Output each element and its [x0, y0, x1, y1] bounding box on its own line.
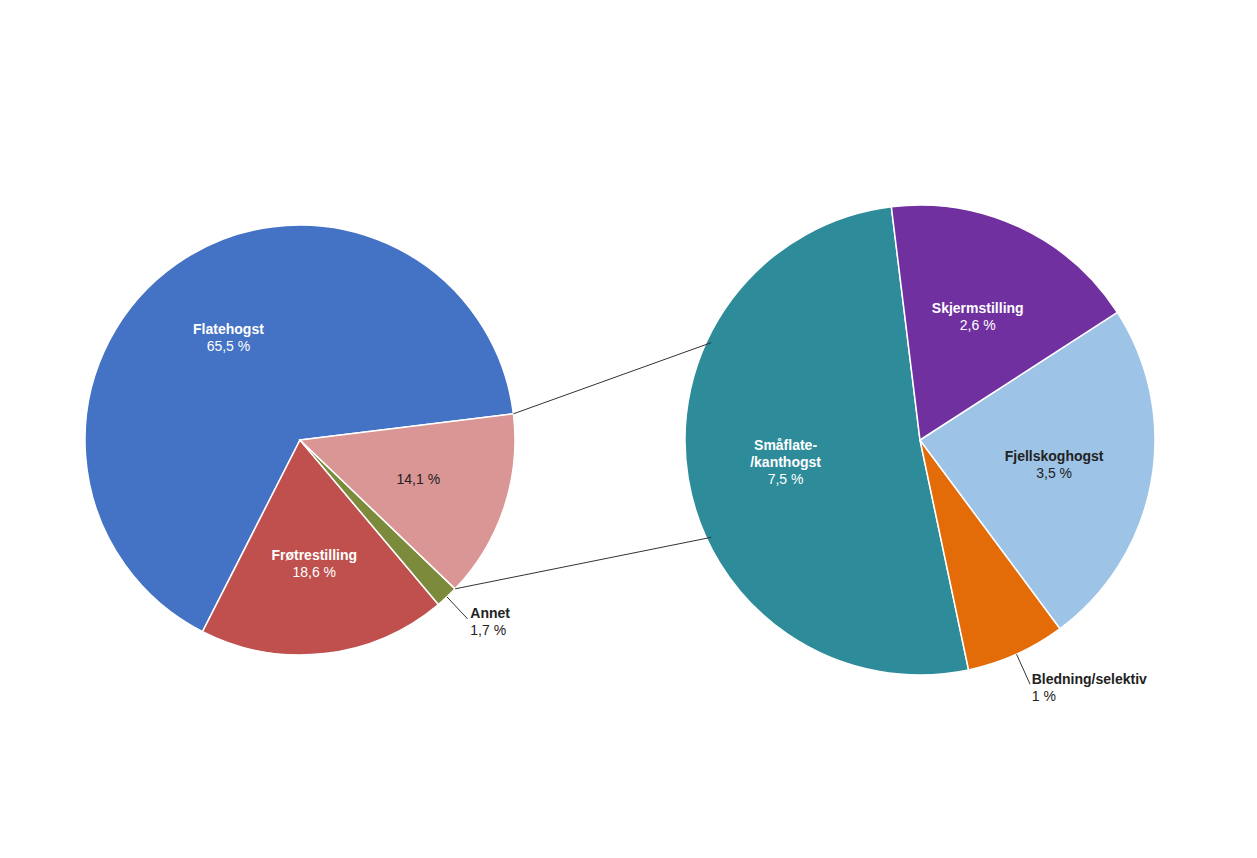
connectors: [455, 343, 711, 589]
slices: [85, 225, 515, 655]
category-label: Bledning/selektiv: [1032, 671, 1147, 687]
value-label: 14,1 %: [397, 471, 441, 487]
value-label: 1 %: [1032, 688, 1056, 704]
value-label: 65,5 %: [207, 338, 251, 354]
data-label: Bledning/selektiv1 %: [1032, 671, 1147, 704]
pie-slice: [891, 205, 1117, 440]
category-label: Småflate-: [754, 437, 817, 453]
data-labels: Flatehogst65,5 % Frøtrestilling18,6 % Anne…: [193, 321, 510, 638]
pie: Småflate-/kanthogst7,5 % Bledning/selekti…: [685, 205, 1155, 704]
data-label: Fjellskoghogst3,5 %: [1005, 448, 1104, 481]
leader-line: [1017, 654, 1031, 684]
data-labels: Småflate-/kanthogst7,5 % Bledning/selekti…: [750, 300, 1147, 704]
value-label: 7,5 %: [768, 471, 804, 487]
data-label: Annet1,7 %: [470, 605, 510, 638]
data-label: Skjermstilling2,6 %: [932, 300, 1024, 333]
leader-line: [447, 597, 468, 619]
category-label: Frøtrestilling: [271, 547, 357, 563]
category-label: /kanthogst: [750, 454, 821, 470]
data-label: Flatehogst65,5 %: [193, 321, 264, 354]
value-label: 18,6 %: [292, 564, 336, 580]
chart-svg: Flatehogst65,5 % Frøtrestilling18,6 % Anne…: [0, 0, 1257, 858]
category-label: Flatehogst: [193, 321, 264, 337]
value-label: 3,5 %: [1036, 465, 1072, 481]
data-label: Småflate-/kanthogst7,5 %: [750, 437, 821, 487]
slices: [685, 205, 1155, 675]
data-label: 14,1 %: [397, 471, 441, 487]
connector-line: [513, 343, 711, 414]
category-label: Annet: [470, 605, 510, 621]
pie: Flatehogst65,5 % Frøtrestilling18,6 % Anne…: [85, 225, 515, 655]
data-label: Frøtrestilling18,6 %: [271, 547, 357, 580]
value-label: 1,7 %: [470, 622, 506, 638]
connector-line: [455, 537, 711, 589]
category-label: Fjellskoghogst: [1005, 448, 1104, 464]
value-label: 2,6 %: [960, 317, 996, 333]
category-label: Skjermstilling: [932, 300, 1024, 316]
